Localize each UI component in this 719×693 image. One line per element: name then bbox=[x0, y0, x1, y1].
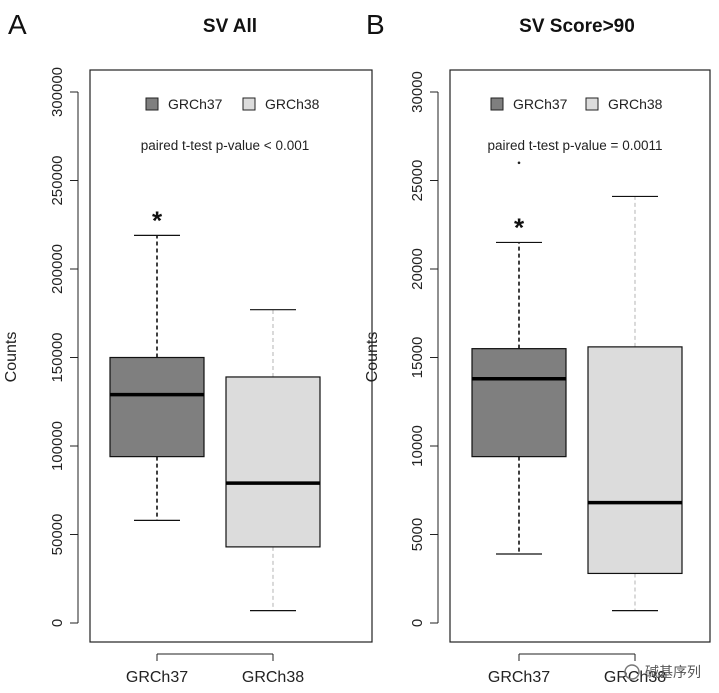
panel-a-plot-frame bbox=[89, 69, 373, 643]
panel-a-grch37-significance: * bbox=[152, 205, 163, 235]
panel-a-legend-swatch bbox=[242, 97, 256, 111]
panel-b-y-tick-label: 10000 bbox=[409, 425, 426, 467]
panel-a-grch38-box bbox=[225, 376, 321, 548]
panel-a-y-tick-label: 100000 bbox=[49, 421, 66, 471]
watermark-text: 碱基序列 bbox=[645, 664, 701, 681]
panel-b-legend-label: GRCh38 bbox=[608, 96, 663, 112]
panel-a-x-tick-label: GRCh37 bbox=[126, 669, 188, 686]
panel-b-annotation: paired t-test p-value = 0.0011 bbox=[488, 138, 663, 153]
panel-b-legend-swatch bbox=[585, 97, 599, 111]
panel-b-y-tick-label: 20000 bbox=[409, 248, 426, 290]
panel-a-letter: A bbox=[8, 9, 27, 40]
panel-b-grch38-box bbox=[587, 346, 683, 575]
panel-a-legend-label: GRCh37 bbox=[168, 96, 223, 112]
panel-a-grch37-box bbox=[109, 356, 205, 458]
panel-b-y-tick-label: 30000 bbox=[409, 71, 426, 113]
panel-b-letter: B bbox=[366, 9, 385, 40]
panel-b-grch37-box bbox=[471, 348, 567, 458]
panel-a-y-tick-label: 250000 bbox=[49, 155, 66, 205]
panel-a-legend-label: GRCh38 bbox=[265, 96, 320, 112]
panel-b-x-tick-label: GRCh38 bbox=[604, 669, 666, 686]
panel-b-grch37-outlier bbox=[517, 161, 521, 165]
panel-a-y-label: Counts bbox=[3, 332, 20, 383]
panel-a-y-tick-label: 50000 bbox=[49, 514, 66, 556]
panel-b-title: SV Score>90 bbox=[519, 16, 635, 37]
panel-b-plot-frame bbox=[449, 69, 711, 643]
panel-b-y-tick-label: 25000 bbox=[409, 160, 426, 202]
panel-a-y-tick-label: 150000 bbox=[49, 332, 66, 382]
watermark: 碱基序列 bbox=[624, 664, 701, 681]
panel-a-x-tick-label: GRCh38 bbox=[242, 669, 304, 686]
panel-b-y-tick-label: 5000 bbox=[409, 518, 426, 551]
panel-a-y-tick-label: 200000 bbox=[49, 244, 66, 294]
panel-a-title: SV All bbox=[203, 16, 257, 37]
panel-a-legend-swatch bbox=[145, 97, 159, 111]
panel-a-y-tick-label: 300000 bbox=[49, 67, 66, 117]
panel-b-y-tick-label: 15000 bbox=[409, 337, 426, 379]
panel-b-y-label: Counts bbox=[364, 332, 381, 383]
panel-b-legend-swatch bbox=[490, 97, 504, 111]
panel-b-x-tick-label: GRCh37 bbox=[488, 669, 550, 686]
panel-a-y-tick-label: 0 bbox=[49, 619, 66, 627]
panel-b-y-tick-label: 0 bbox=[409, 619, 426, 627]
watermark-icon bbox=[624, 664, 640, 680]
panel-a-annotation: paired t-test p-value < 0.001 bbox=[141, 138, 309, 153]
panel-b-grch37-significance: * bbox=[514, 212, 525, 242]
panel-b-legend-label: GRCh37 bbox=[513, 96, 568, 112]
